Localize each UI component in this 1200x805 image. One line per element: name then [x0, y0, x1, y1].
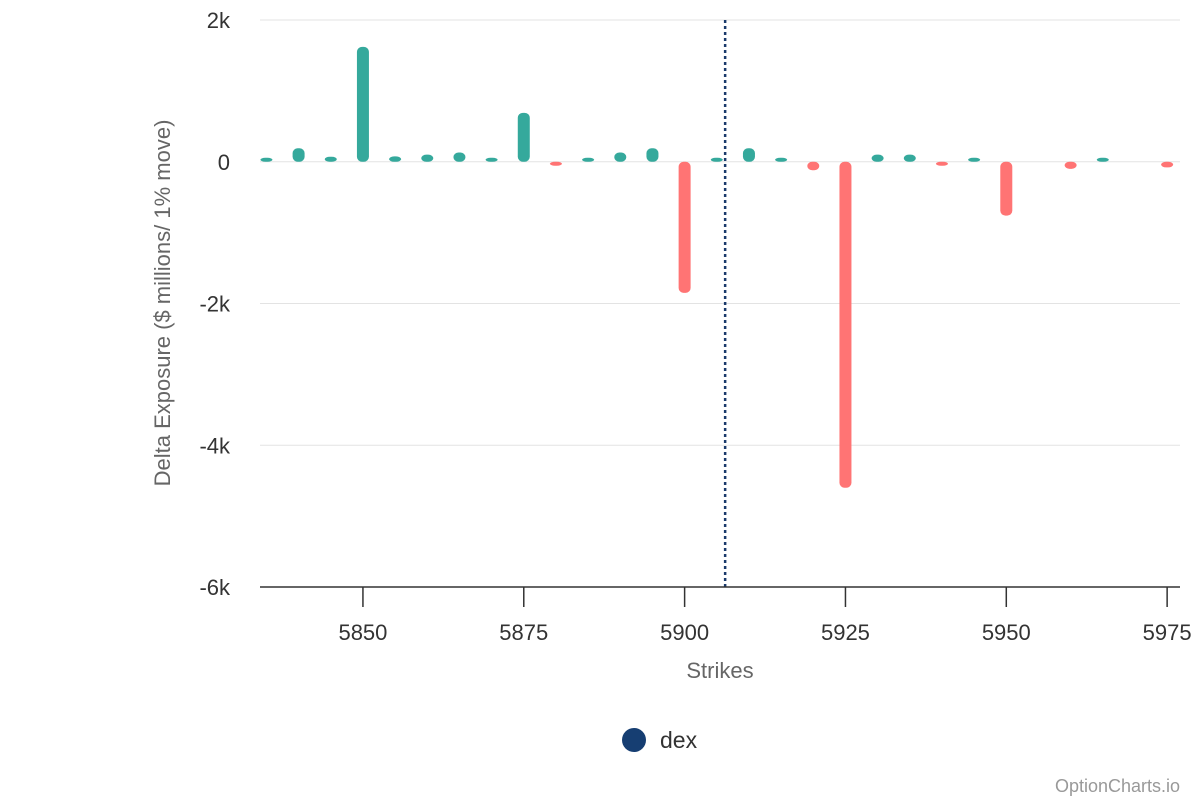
bar-5870[interactable]: [485, 157, 498, 162]
bar-5920[interactable]: [807, 161, 820, 171]
bar-5840[interactable]: [292, 148, 305, 162]
bar-5960[interactable]: [1064, 161, 1077, 169]
bar-5875[interactable]: [517, 112, 530, 162]
x-axis-label: Strikes: [686, 658, 753, 683]
bar-5855[interactable]: [389, 156, 402, 162]
bar-5925[interactable]: [839, 161, 852, 488]
x-tick-label: 5975: [1143, 620, 1192, 645]
bar-5865[interactable]: [453, 152, 466, 162]
bar-5895[interactable]: [646, 148, 659, 162]
bar-5835[interactable]: [260, 157, 273, 162]
bar-5935[interactable]: [903, 154, 916, 162]
bar-5845[interactable]: [324, 156, 337, 162]
legend-label: dex: [660, 727, 698, 753]
y-tick-label: 0: [218, 150, 230, 175]
bar-5910[interactable]: [742, 148, 755, 162]
bar-5905[interactable]: [710, 157, 723, 162]
bar-5950[interactable]: [1000, 161, 1013, 216]
bar-5880[interactable]: [549, 161, 562, 166]
y-tick-label: 2k: [207, 8, 231, 33]
bar-5965[interactable]: [1096, 157, 1109, 162]
grid-lines: [260, 19, 1180, 446]
x-tick-label: 5925: [821, 620, 870, 645]
bar-5885[interactable]: [582, 157, 595, 162]
y-tick-label: -6k: [199, 575, 231, 600]
watermark: OptionCharts.io: [1055, 776, 1180, 796]
axes: 2k 0 -2k -4k -6k 5850 5875 5900 5925 5950 5975: [199, 8, 1191, 645]
x-tick-label: 5850: [338, 620, 387, 645]
legend[interactable]: dex: [622, 727, 698, 753]
bar-5940[interactable]: [935, 161, 948, 166]
y-axis-label: Delta Exposure ($ millions/ 1% move): [150, 120, 175, 487]
bar-5890[interactable]: [614, 152, 627, 162]
y-tick-label: -4k: [199, 433, 231, 458]
y-tick-label: -2k: [199, 292, 231, 317]
x-tick-label: 5875: [499, 620, 548, 645]
bar-5975[interactable]: [1161, 161, 1174, 168]
bar-5915[interactable]: [775, 157, 788, 162]
bar-series-dex: [260, 46, 1174, 488]
bar-5930[interactable]: [871, 154, 884, 162]
x-tick-label: 5950: [982, 620, 1031, 645]
bar-5860[interactable]: [421, 154, 434, 162]
legend-marker-icon: [622, 728, 646, 752]
bar-5900[interactable]: [678, 161, 691, 293]
x-tick-label: 5900: [660, 620, 709, 645]
bar-5945[interactable]: [968, 157, 981, 162]
bar-5850[interactable]: [356, 46, 369, 162]
